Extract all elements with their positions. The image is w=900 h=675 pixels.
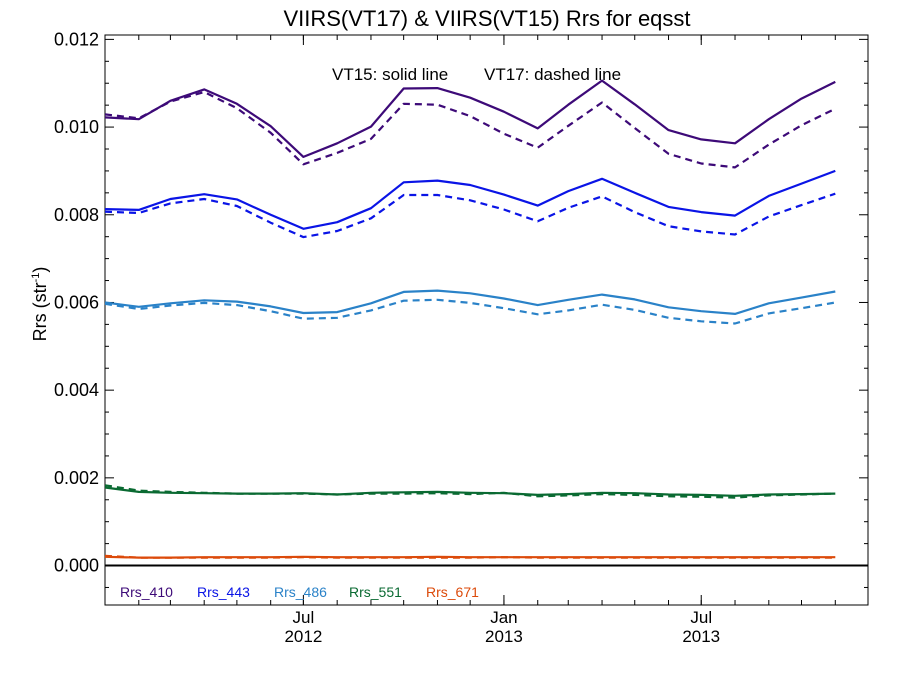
y-tick-label: 0.006 bbox=[54, 292, 99, 312]
legend-entry: Rrs_410 bbox=[120, 584, 173, 600]
series-line-dashed bbox=[104, 298, 836, 325]
legend: Rrs_410 Rrs_443 Rrs_486 Rrs_551 Rrs_671 bbox=[120, 584, 479, 600]
y-axis-label-main: Rrs (str bbox=[30, 282, 50, 341]
y-axis-label: Rrs (str-1) bbox=[30, 267, 50, 342]
plot-border bbox=[104, 34, 869, 606]
legend-entry: Rrs_443 bbox=[197, 584, 250, 600]
series-layer bbox=[104, 79, 836, 559]
y-axis-label-superscript: -1 bbox=[30, 273, 42, 283]
y-tick-label: 0.004 bbox=[54, 380, 99, 400]
legend-entry: Rrs_671 bbox=[426, 584, 479, 600]
series-line-dashed bbox=[104, 192, 836, 239]
x-tick-label-month: Jul bbox=[690, 608, 712, 627]
series-rrs-671 bbox=[104, 554, 836, 559]
x-tick-label-year: 2012 bbox=[284, 627, 322, 646]
series-rrs-486 bbox=[104, 289, 836, 325]
series-line-solid bbox=[104, 486, 836, 497]
y-tick-label: 0.002 bbox=[54, 468, 99, 488]
x-tick-label-year: 2013 bbox=[485, 627, 523, 646]
legend-entry: Rrs_551 bbox=[349, 584, 402, 600]
y-tick-label: 0.000 bbox=[54, 556, 99, 576]
series-line-dashed bbox=[104, 90, 836, 169]
series-line-solid bbox=[104, 289, 836, 315]
x-tick-label-month: Jul bbox=[293, 608, 315, 627]
series-line-solid bbox=[104, 79, 836, 158]
y-tick-label: 0.010 bbox=[54, 117, 99, 137]
series-rrs-443 bbox=[104, 169, 836, 239]
series-line-solid bbox=[104, 169, 836, 230]
y-tick-label: 0.012 bbox=[54, 29, 99, 49]
chart-title: VIIRS(VT17) & VIIRS(VT15) Rrs for eqsst bbox=[283, 6, 690, 31]
x-tick-label-year: 2013 bbox=[682, 627, 720, 646]
y-tick-label: 0.008 bbox=[54, 205, 99, 225]
series-rrs-551 bbox=[104, 484, 836, 499]
y-axis-label-end: ) bbox=[30, 267, 50, 273]
annotation-dashed-line: VT17: dashed line bbox=[484, 65, 621, 84]
series-rrs-410 bbox=[104, 79, 836, 169]
annotation-solid-line: VT15: solid line bbox=[332, 65, 448, 84]
legend-entry: Rrs_486 bbox=[274, 584, 327, 600]
y-axis: 0.000 0.002 0.004 0.006 0.008 0.010 0.012 bbox=[54, 29, 868, 588]
x-tick-label-month: Jan bbox=[490, 608, 517, 627]
plot-area bbox=[104, 34, 869, 606]
series-line-solid bbox=[104, 555, 836, 559]
